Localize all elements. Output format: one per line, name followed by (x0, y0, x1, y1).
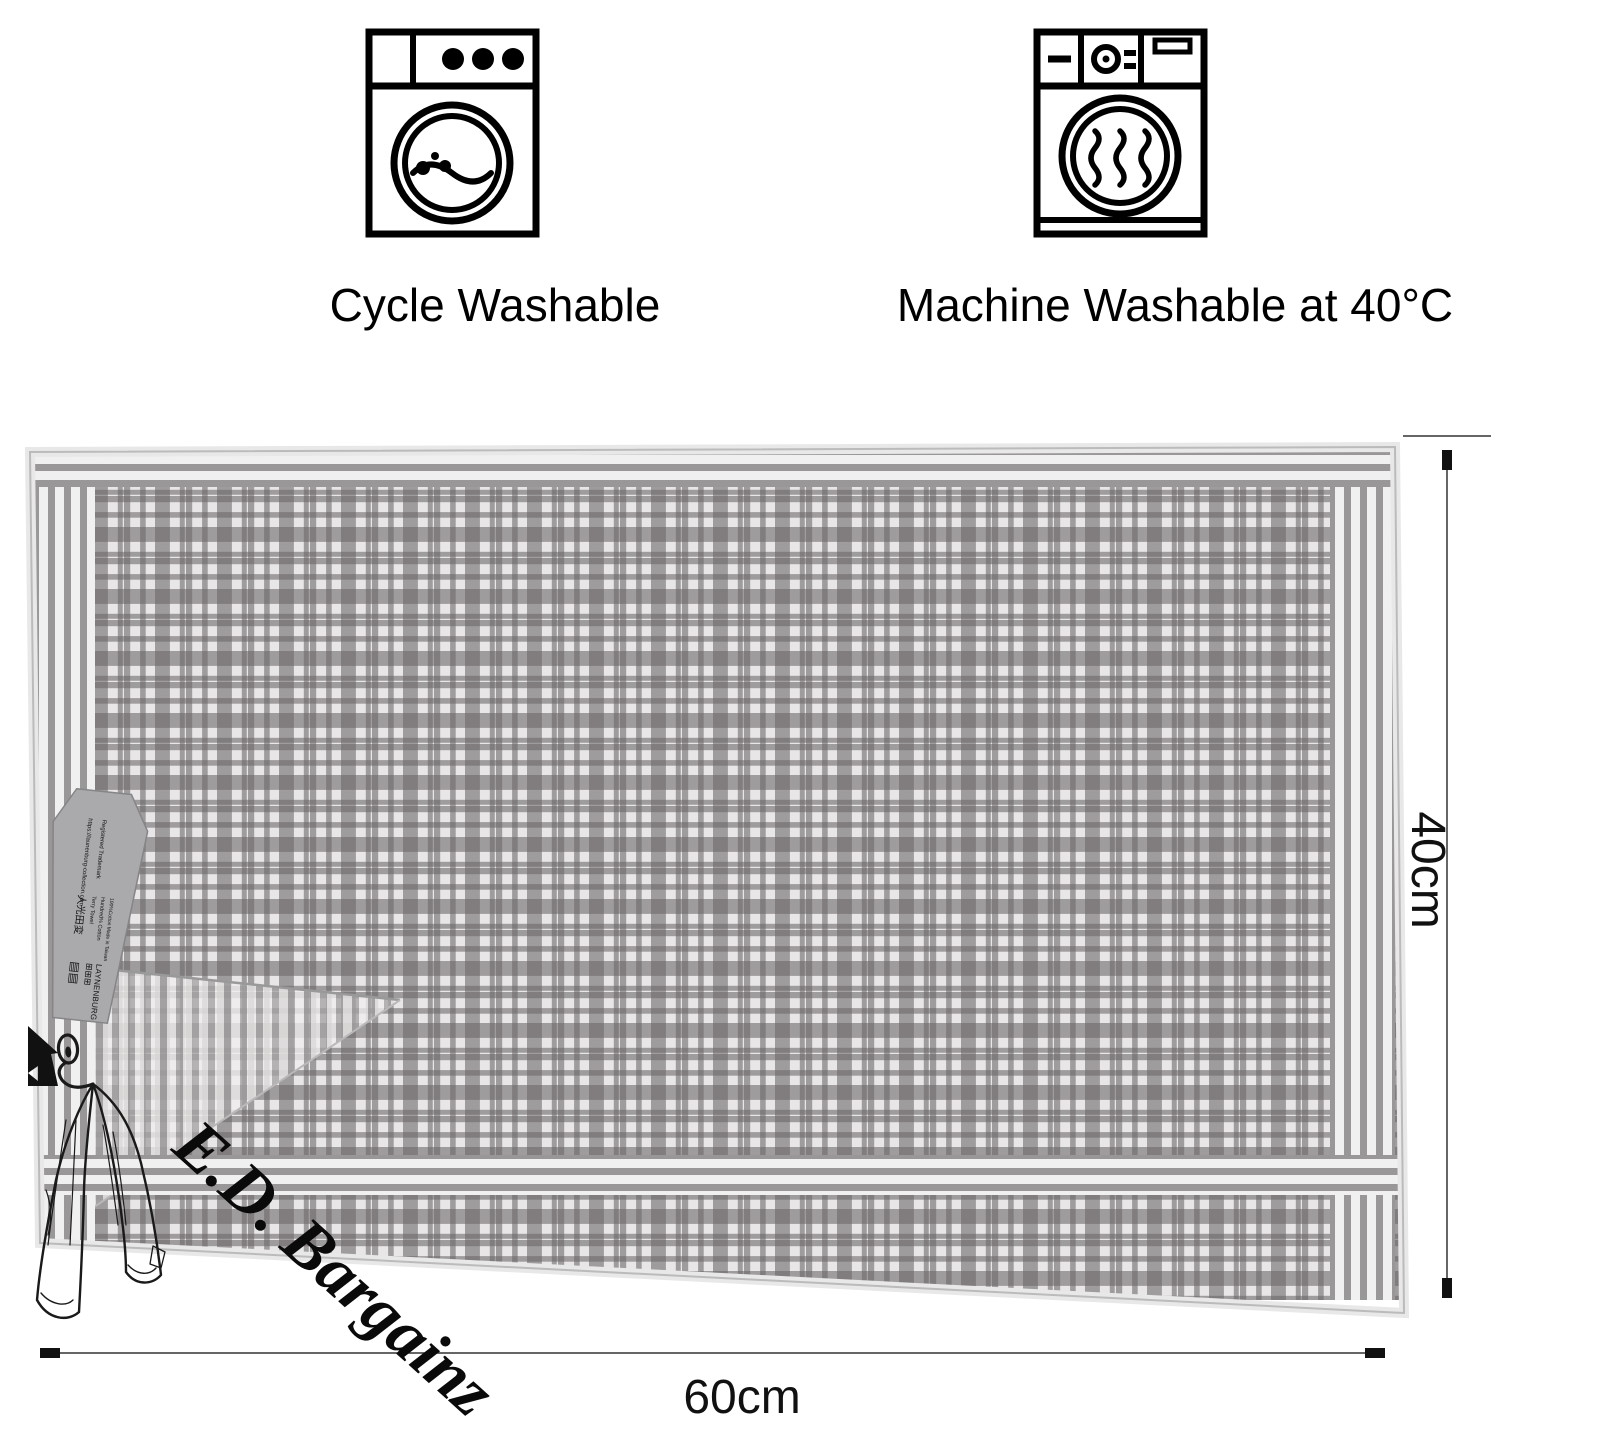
svg-text:▤▤: ▤▤ (66, 961, 82, 985)
svg-text:40cm: 40cm (1401, 811, 1454, 928)
svg-text:60cm: 60cm (683, 1371, 800, 1424)
